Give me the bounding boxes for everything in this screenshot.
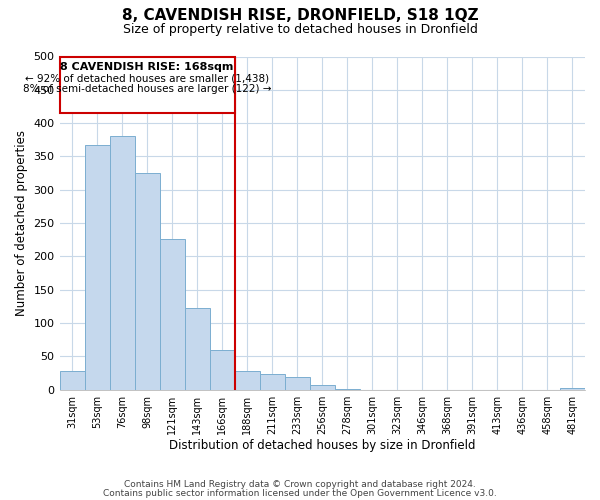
Bar [310,385,335,390]
Bar [235,371,260,390]
Text: 8 CAVENDISH RISE: 168sqm: 8 CAVENDISH RISE: 168sqm [61,62,234,72]
FancyBboxPatch shape [59,56,235,113]
Text: Contains public sector information licensed under the Open Government Licence v3: Contains public sector information licen… [103,488,497,498]
Text: ← 92% of detached houses are smaller (1,438): ← 92% of detached houses are smaller (1,… [25,73,269,83]
Text: 8, CAVENDISH RISE, DRONFIELD, S18 1QZ: 8, CAVENDISH RISE, DRONFIELD, S18 1QZ [122,8,478,22]
Text: Contains HM Land Registry data © Crown copyright and database right 2024.: Contains HM Land Registry data © Crown c… [124,480,476,489]
Bar [560,388,585,390]
X-axis label: Distribution of detached houses by size in Dronfield: Distribution of detached houses by size … [169,440,476,452]
Bar [285,377,310,390]
Bar [85,145,110,390]
Text: Size of property relative to detached houses in Dronfield: Size of property relative to detached ho… [122,22,478,36]
Bar [134,173,160,390]
Bar [110,136,134,390]
Text: 8% of semi-detached houses are larger (122) →: 8% of semi-detached houses are larger (1… [23,84,271,94]
Bar [260,374,285,390]
Y-axis label: Number of detached properties: Number of detached properties [15,130,28,316]
Bar [59,371,85,390]
Bar [160,239,185,390]
Bar [185,308,209,390]
Bar [335,389,360,390]
Bar [209,350,235,390]
